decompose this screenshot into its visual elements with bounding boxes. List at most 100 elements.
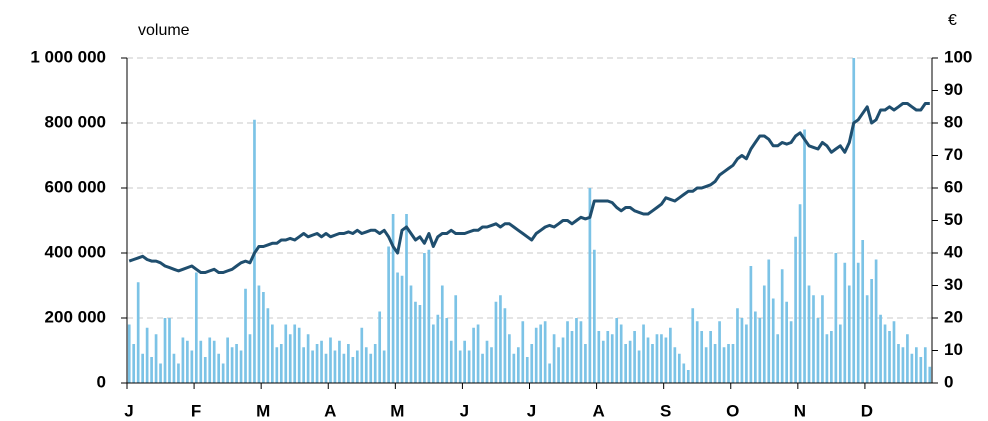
volume-bar (445, 318, 449, 383)
volume-bar (347, 344, 350, 383)
x-tick-label: M (256, 401, 270, 420)
volume-bar (490, 347, 493, 383)
volume-bar (275, 347, 279, 383)
x-tick-label: A (592, 401, 604, 420)
volume-bar (230, 347, 234, 383)
volume-bar (843, 262, 847, 383)
volume-bar (682, 363, 686, 383)
volume-bar (861, 240, 865, 383)
volume-bar (508, 334, 511, 383)
volume-bar (244, 288, 247, 383)
volume-bar (320, 340, 323, 383)
volume-bar (302, 347, 305, 383)
volume-bar (794, 236, 797, 383)
volume-bar (642, 324, 645, 383)
volume-bar (208, 337, 212, 383)
volume-bar (798, 204, 802, 383)
volume-bar (731, 344, 735, 383)
volume-bar (217, 353, 221, 383)
volume-bar (342, 353, 346, 383)
volume-bar (494, 301, 498, 383)
y2-tick-label: 10 (944, 340, 963, 359)
volume-bar (695, 321, 699, 383)
volume-bar (329, 337, 332, 383)
y-tick-label: 0 (97, 372, 106, 391)
x-tick-label: D (861, 401, 873, 420)
x-tick-label: O (726, 401, 739, 420)
volume-bar (440, 285, 444, 383)
volume-bar (226, 337, 229, 383)
volume-bar (262, 292, 265, 383)
volume-bar (271, 324, 274, 383)
volume-bar (141, 353, 144, 383)
volume-bar (396, 272, 399, 383)
volume-bar (771, 298, 775, 383)
volume-bar (454, 295, 458, 383)
volume-bar (293, 324, 297, 383)
volume-bar (306, 334, 310, 383)
volume-bar (601, 340, 605, 383)
volume-bar (821, 295, 824, 383)
volume-bar (534, 327, 538, 383)
volume-bar (400, 275, 404, 383)
y-tick-label: 1 000 000 (30, 47, 106, 66)
volume-bar (838, 324, 842, 383)
volume-bar (181, 337, 185, 383)
volume-bar (923, 347, 927, 383)
volume-bar (874, 259, 878, 383)
volume-bar (297, 327, 301, 383)
x-tick-label: J (527, 401, 536, 420)
x-tick-label: J (124, 401, 133, 420)
volume-bar (915, 347, 918, 383)
volume-bar (570, 331, 574, 383)
volume-bar (382, 350, 386, 383)
x-tick-label: M (390, 401, 404, 420)
volume-bar (423, 253, 426, 383)
volume-bar (279, 344, 283, 383)
volume-bar (311, 350, 314, 383)
y2-axis-label: € (948, 12, 957, 29)
volume-bar (610, 334, 614, 383)
y2-tick-label: 60 (944, 177, 963, 196)
volume-bar (248, 334, 252, 383)
y-tick-label: 400 000 (45, 242, 106, 261)
volume-bar (503, 308, 507, 383)
y2-tick-label: 20 (944, 307, 963, 326)
volume-bar (288, 334, 292, 383)
volume-bar (561, 337, 565, 383)
volume-bar (704, 347, 708, 383)
y2-tick-label: 0 (944, 372, 953, 391)
volume-bar (418, 305, 422, 383)
volume-bar (718, 321, 721, 383)
volume-bar (212, 340, 216, 383)
volume-bar (651, 344, 654, 383)
volume-bar (378, 311, 382, 383)
y-tick-label: 600 000 (45, 177, 106, 196)
volume-bar (897, 344, 900, 383)
volume-bar (812, 295, 815, 383)
volume-bar (257, 285, 261, 383)
volume-bar (584, 344, 587, 383)
price-line (128, 102, 930, 274)
volume-bar (235, 344, 238, 383)
volume-bar (928, 366, 932, 383)
volume-bar (194, 272, 198, 383)
volume-bar (355, 350, 359, 383)
volume-bar (740, 318, 744, 383)
volume-bar (847, 285, 851, 383)
volume-bar (472, 327, 475, 383)
y2-tick-label: 50 (944, 210, 963, 229)
volume-bar (593, 249, 596, 383)
volume-bar (745, 324, 748, 383)
volume-bar (722, 347, 726, 383)
volume-bar (776, 334, 780, 383)
volume-bar (624, 344, 627, 383)
volume-bar (324, 353, 328, 383)
volume-bar (660, 334, 663, 383)
y-tick-label: 800 000 (45, 112, 106, 131)
volume-bar (691, 308, 695, 383)
volume-bar (387, 246, 390, 383)
volume-bar (597, 331, 601, 383)
y2-tick-label: 70 (944, 145, 963, 164)
